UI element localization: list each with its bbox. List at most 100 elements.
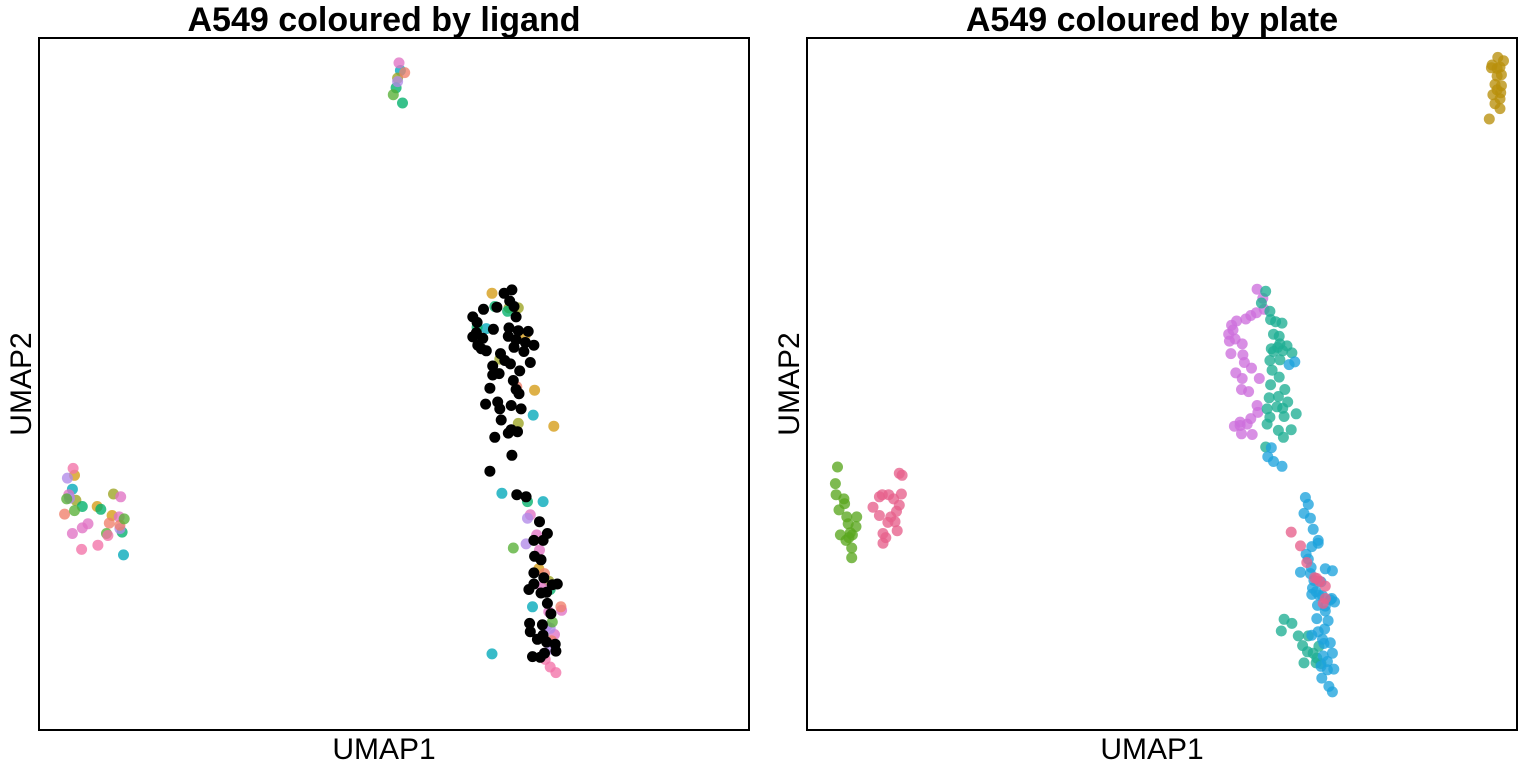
data-point	[840, 534, 852, 546]
data-point	[541, 636, 553, 648]
data-point	[1276, 317, 1288, 329]
data-point	[1273, 371, 1285, 383]
data-point	[118, 549, 129, 561]
data-point	[1246, 362, 1257, 374]
data-point	[1234, 420, 1246, 431]
data-point	[1311, 613, 1323, 625]
data-point	[1286, 617, 1298, 629]
data-point	[511, 489, 523, 501]
data-point	[1264, 355, 1276, 366]
data-point	[555, 601, 567, 613]
data-point	[529, 384, 541, 396]
data-point	[496, 487, 508, 499]
data-point	[537, 534, 549, 546]
data-point	[494, 403, 506, 415]
data-point	[1290, 408, 1302, 420]
data-point	[487, 369, 499, 381]
data-point	[1243, 386, 1255, 398]
data-point	[846, 552, 858, 564]
y-axis-label: UMAP2	[5, 332, 38, 436]
data-point	[504, 358, 516, 370]
data-point	[527, 409, 539, 421]
data-point	[508, 341, 520, 353]
data-point	[506, 284, 518, 296]
data-point	[397, 97, 408, 109]
data-point	[551, 578, 563, 590]
point-series	[1255, 285, 1327, 670]
x-axis-label: UMAP1	[1100, 733, 1204, 766]
data-point	[115, 491, 127, 503]
data-point	[1328, 663, 1340, 675]
data-point	[491, 301, 503, 313]
data-point	[480, 398, 492, 410]
data-point	[487, 323, 499, 335]
data-point	[1265, 379, 1277, 391]
data-point	[1276, 460, 1288, 472]
data-point	[1275, 625, 1287, 637]
data-point	[541, 597, 553, 609]
data-point	[103, 517, 115, 529]
data-point	[1307, 523, 1319, 535]
data-point	[873, 510, 885, 521]
data-point	[550, 645, 562, 657]
data-point	[102, 530, 114, 541]
data-point	[1319, 580, 1331, 592]
data-point	[528, 567, 540, 579]
data-point	[1322, 615, 1334, 627]
data-point	[1302, 498, 1314, 510]
data-point	[1223, 335, 1235, 347]
point-series	[1223, 283, 1270, 440]
data-point	[69, 505, 80, 517]
point-series	[61, 89, 558, 628]
data-point	[66, 528, 78, 539]
data-point	[1272, 391, 1284, 402]
data-point	[896, 469, 908, 481]
point-series	[63, 57, 568, 659]
data-point	[1326, 686, 1338, 698]
data-point	[1286, 347, 1298, 359]
point-series	[67, 462, 562, 679]
data-point	[59, 508, 71, 520]
scatter-plot-ligand	[38, 37, 750, 731]
data-point	[1268, 456, 1279, 467]
data-point	[1301, 557, 1313, 568]
data-point	[531, 633, 543, 645]
data-point	[507, 542, 519, 554]
data-point	[507, 375, 519, 386]
data-point	[518, 346, 530, 357]
data-point	[1277, 402, 1289, 414]
data-point	[548, 420, 560, 432]
data-point	[76, 543, 88, 555]
data-point	[487, 360, 499, 372]
data-point	[541, 586, 553, 598]
data-point	[1298, 657, 1310, 669]
data-point	[538, 572, 550, 584]
data-point	[61, 472, 73, 484]
point-series	[1483, 51, 1509, 125]
data-point	[1252, 406, 1264, 418]
data-point	[61, 493, 73, 505]
data-point	[1246, 429, 1258, 440]
data-point	[539, 647, 550, 659]
data-point	[92, 539, 104, 551]
data-point	[471, 316, 483, 328]
data-point	[1317, 597, 1329, 609]
data-point	[519, 337, 531, 348]
data-point	[1253, 373, 1265, 384]
data-point	[1295, 566, 1306, 578]
data-point	[528, 339, 540, 351]
data-point	[486, 287, 498, 299]
data-point	[1285, 424, 1297, 436]
panel-plate: A549 coloured by plate UMAP1 UMAP2	[768, 0, 1536, 768]
data-point	[95, 503, 107, 515]
data-point	[851, 511, 863, 523]
data-point	[399, 67, 411, 79]
data-point	[1316, 672, 1328, 684]
chart-title: A549 coloured by plate	[965, 1, 1339, 39]
data-point	[484, 465, 496, 477]
data-point	[1240, 313, 1252, 325]
data-point	[514, 365, 526, 377]
data-point	[1494, 103, 1506, 115]
data-point	[524, 626, 536, 638]
data-point	[867, 501, 879, 513]
